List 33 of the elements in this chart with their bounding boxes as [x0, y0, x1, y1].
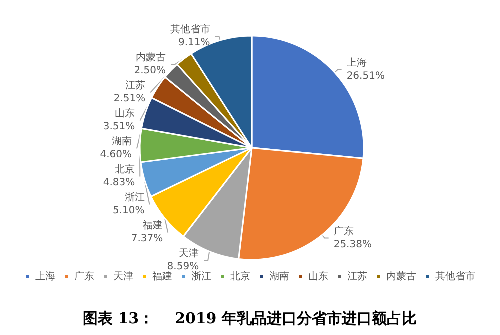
legend-label: 北京	[230, 270, 250, 282]
slice-label: 湖南	[112, 136, 132, 148]
legend-label: 湖南	[270, 270, 290, 282]
legend-label: 天津	[114, 270, 134, 282]
slice-label: 浙江	[124, 192, 145, 204]
data-label: 3.51%	[103, 122, 136, 133]
slice-label: 北京	[115, 164, 136, 176]
legend-label: 山东	[308, 270, 328, 282]
slice-label: 其他省市	[170, 24, 210, 36]
data-label: 5.10%	[112, 206, 145, 217]
data-label: 25.38%	[334, 239, 372, 250]
legend-label: 上海	[36, 270, 56, 282]
data-label: 2.51%	[114, 94, 146, 105]
data-label: 7.37%	[131, 234, 164, 245]
slice-label: 福建	[143, 220, 164, 232]
slice-label: 江苏	[126, 80, 146, 92]
data-label: 4.60%	[100, 150, 132, 161]
data-label: 4.83%	[103, 178, 136, 189]
legend-label: 福建	[152, 270, 172, 282]
data-label: 9.11%	[178, 38, 210, 49]
slice-label: 山东	[115, 108, 136, 120]
legend-label: 内蒙古	[386, 270, 416, 282]
legend-label: 江苏	[348, 270, 368, 282]
legend-label: 其他省市	[436, 270, 476, 282]
slice-label: 天津	[179, 248, 200, 260]
slice-label: 上海	[346, 56, 367, 69]
legend-label: 浙江	[192, 270, 212, 282]
data-label: 26.51%	[346, 70, 385, 82]
slice-label: 广东	[334, 225, 354, 238]
data-label: 2.50%	[134, 66, 166, 77]
legend-label: 广东	[74, 270, 94, 282]
slice-label: 内蒙古	[136, 52, 166, 64]
text: 图表 13： 2019 年乳品进口分省市进口额占比	[83, 310, 417, 328]
